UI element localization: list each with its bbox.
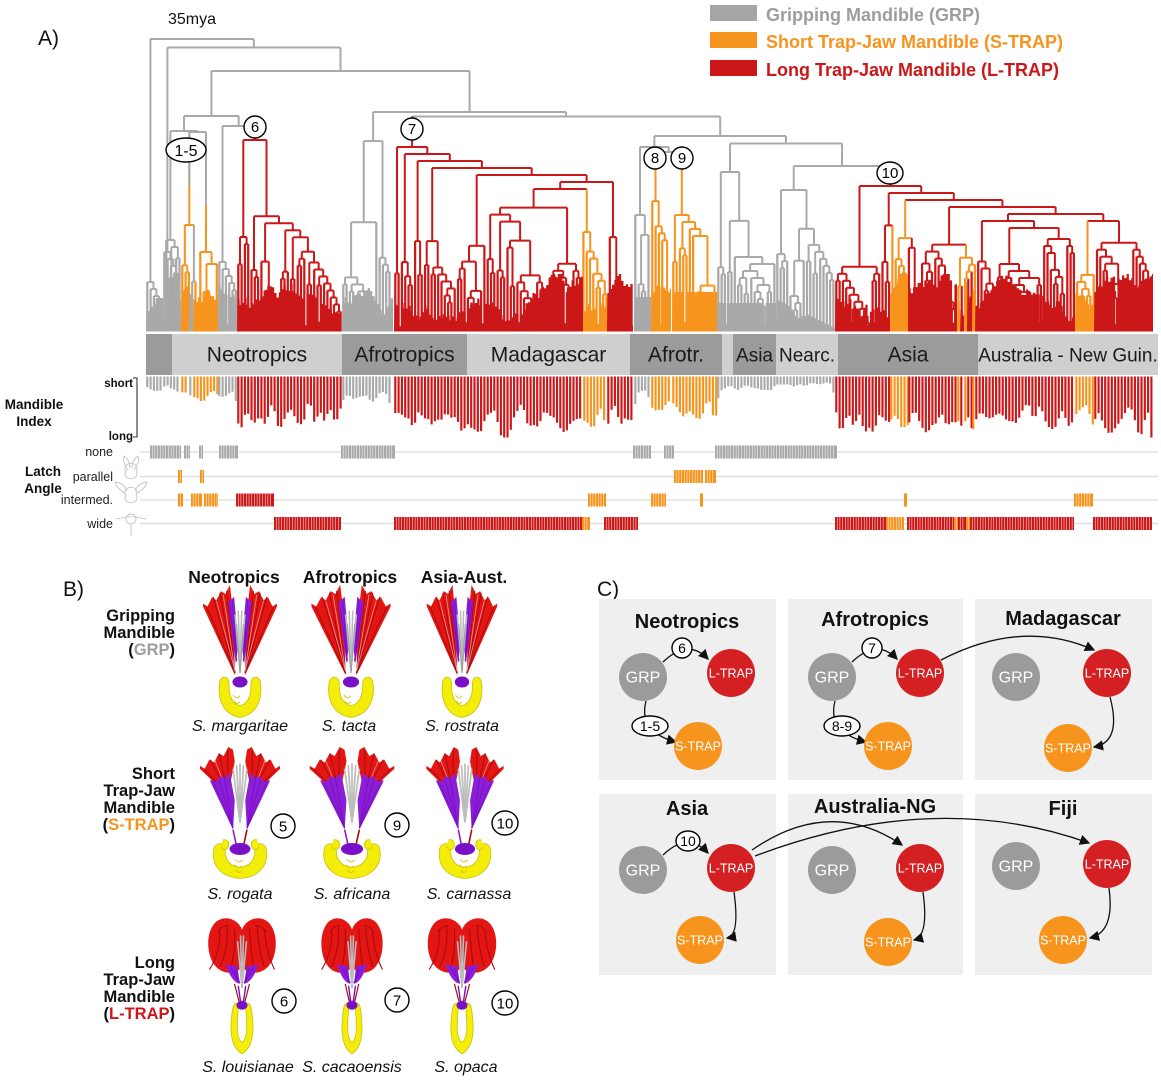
svg-text:GRP: GRP	[626, 670, 661, 687]
svg-text:Short: Short	[132, 765, 176, 783]
svg-text:L-TRAP: L-TRAP	[1085, 857, 1129, 871]
svg-text:Australia - New Guin.: Australia - New Guin.	[978, 346, 1158, 367]
svg-text:Madagascar: Madagascar	[1005, 608, 1121, 630]
svg-text:Long Trap-Jaw Mandible (L-TRAP: Long Trap-Jaw Mandible (L-TRAP)	[766, 60, 1059, 80]
svg-text:Mandible: Mandible	[103, 988, 175, 1006]
svg-text:GRP: GRP	[815, 670, 850, 687]
svg-text:long: long	[109, 431, 133, 443]
svg-text:6: 6	[251, 119, 259, 136]
svg-text:Madagascar: Madagascar	[491, 344, 607, 367]
svg-text:Long: Long	[135, 954, 175, 972]
svg-text:Asia: Asia	[736, 346, 773, 367]
svg-text:(S-TRAP): (S-TRAP)	[103, 816, 175, 834]
svg-text:none: none	[85, 445, 113, 459]
svg-text:Afrotropics: Afrotropics	[303, 567, 398, 587]
svg-text:10: 10	[680, 833, 696, 849]
svg-text:S-TRAP: S-TRAP	[677, 933, 723, 947]
svg-text:S. rogata: S. rogata	[208, 886, 273, 903]
svg-text:L-TRAP: L-TRAP	[898, 861, 942, 875]
svg-text:GRP: GRP	[999, 670, 1034, 687]
svg-text:Gripping Mandible (GRP): Gripping Mandible (GRP)	[766, 5, 980, 25]
svg-text:Asia-Aust.: Asia-Aust.	[421, 567, 508, 587]
svg-text:intermed.: intermed.	[61, 493, 113, 507]
svg-text:Asia: Asia	[666, 798, 709, 820]
svg-text:L-TRAP: L-TRAP	[1085, 666, 1129, 680]
svg-text:7: 7	[868, 640, 876, 656]
svg-text:7: 7	[393, 992, 401, 1009]
svg-text:S-TRAP: S-TRAP	[1040, 933, 1086, 947]
svg-text:short: short	[104, 378, 133, 390]
svg-text:Afrotropics: Afrotropics	[354, 344, 454, 367]
svg-text:GRP: GRP	[626, 863, 661, 880]
svg-text:Afrotropics: Afrotropics	[821, 609, 929, 631]
svg-text:Index: Index	[16, 414, 52, 429]
svg-text:S. cacaoensis: S. cacaoensis	[302, 1059, 402, 1076]
svg-text:9: 9	[393, 817, 401, 834]
svg-text:10: 10	[497, 815, 514, 832]
svg-text:8-9: 8-9	[832, 718, 852, 734]
svg-text:Australia-NG: Australia-NG	[814, 796, 936, 818]
svg-text:Neotropics: Neotropics	[635, 611, 739, 633]
svg-text:1-5: 1-5	[640, 718, 660, 734]
svg-text:GRP: GRP	[815, 863, 850, 880]
svg-text:7: 7	[408, 121, 416, 138]
svg-text:Afrotr.: Afrotr.	[648, 344, 704, 367]
svg-text:Short Trap-Jaw Mandible (S-TRA: Short Trap-Jaw Mandible (S-TRAP)	[766, 32, 1063, 52]
svg-text:6: 6	[280, 993, 288, 1010]
svg-text:Mandible: Mandible	[103, 799, 175, 817]
svg-text:S. margaritae: S. margaritae	[192, 718, 288, 735]
svg-text:Fiji: Fiji	[1049, 798, 1078, 820]
svg-text:Neotropics: Neotropics	[207, 344, 307, 367]
svg-text:Gripping: Gripping	[106, 607, 175, 625]
svg-text:Trap-Jaw: Trap-Jaw	[103, 971, 175, 989]
svg-text:S-TRAP: S-TRAP	[865, 739, 911, 753]
svg-text:5: 5	[279, 818, 287, 835]
svg-text:10: 10	[882, 165, 899, 182]
svg-text:(GRP): (GRP)	[128, 641, 175, 659]
svg-text:6: 6	[678, 640, 686, 656]
svg-text:L-TRAP: L-TRAP	[709, 861, 753, 875]
svg-text:S-TRAP: S-TRAP	[865, 935, 911, 949]
svg-text:(L-TRAP): (L-TRAP)	[104, 1005, 176, 1023]
svg-text:S. africana: S. africana	[314, 886, 391, 903]
svg-text:S. rostrata: S. rostrata	[425, 718, 499, 735]
svg-text:L-TRAP: L-TRAP	[709, 666, 753, 680]
svg-text:Latch: Latch	[25, 464, 61, 479]
svg-text:Mandible: Mandible	[103, 624, 175, 642]
svg-text:35mya: 35mya	[168, 11, 216, 28]
svg-text:Mandible: Mandible	[5, 397, 64, 412]
svg-text:Neotropics: Neotropics	[188, 567, 280, 587]
svg-text:A): A)	[38, 27, 59, 50]
svg-text:1-5: 1-5	[174, 143, 197, 160]
svg-text:L-TRAP: L-TRAP	[898, 666, 942, 680]
svg-text:S. opaca: S. opaca	[434, 1059, 497, 1076]
svg-text:C): C)	[597, 578, 619, 601]
svg-text:S-TRAP: S-TRAP	[1045, 741, 1091, 755]
svg-text:wide: wide	[86, 517, 113, 531]
svg-text:10: 10	[497, 995, 514, 1012]
svg-text:S. carnassa: S. carnassa	[427, 886, 512, 903]
svg-text:Angle: Angle	[24, 481, 62, 496]
svg-text:B): B)	[63, 578, 84, 601]
svg-text:Trap-Jaw: Trap-Jaw	[103, 782, 175, 800]
svg-text:S-TRAP: S-TRAP	[675, 739, 721, 753]
svg-text:Nearc.: Nearc.	[779, 346, 835, 367]
svg-text:8: 8	[651, 150, 659, 167]
svg-text:S. louisianae: S. louisianae	[202, 1059, 294, 1076]
svg-text:GRP: GRP	[999, 859, 1034, 876]
svg-text:S. tacta: S. tacta	[322, 718, 376, 735]
svg-text:Asia: Asia	[888, 344, 929, 367]
svg-text:parallel: parallel	[73, 470, 113, 484]
svg-text:9: 9	[678, 150, 686, 167]
